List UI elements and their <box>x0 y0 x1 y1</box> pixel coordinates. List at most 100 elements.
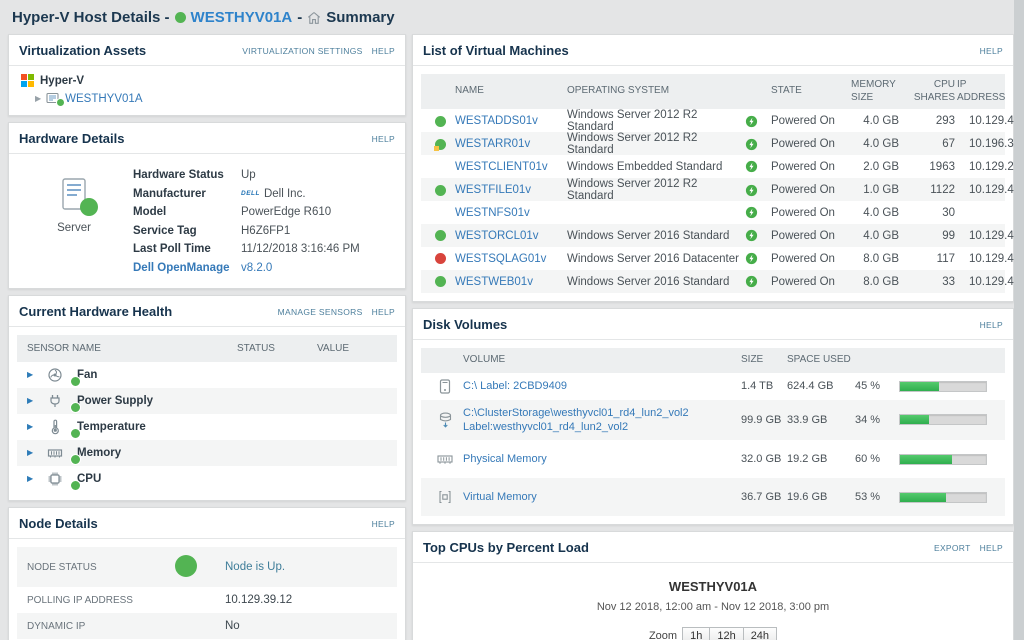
volume-label-line[interactable]: Label:westhyvcl01_rd4_lun2_vol2 <box>463 420 629 433</box>
table-row: Virtual Memory 36.7 GB 19.6 GB 53 % <box>421 478 1005 517</box>
status-up-dot <box>70 454 81 466</box>
help-link[interactable]: HELP <box>371 133 395 144</box>
openmanage-version-link[interactable]: v8.2.0 <box>241 261 273 274</box>
vm-name-link[interactable]: WESTSQLAG01v <box>455 252 547 265</box>
expander-icon[interactable]: ▶ <box>27 474 34 484</box>
power-on-icon <box>745 184 771 197</box>
vm-cpu-shares: 67 <box>942 138 955 150</box>
vm-name-link[interactable]: WESTWEB01v <box>455 275 533 288</box>
volume-size: 99.9 GB <box>741 413 782 426</box>
tree-node-hyper-v[interactable]: Hyper-V <box>21 74 395 87</box>
zoom-1h-button[interactable]: 1h <box>682 627 711 640</box>
panel-title: Node Details <box>19 516 98 532</box>
zoom-12h-button[interactable]: 12h <box>709 627 744 640</box>
sensor-row-fan[interactable]: ▶ Fan <box>17 362 397 388</box>
vm-state: Powered On <box>771 229 835 242</box>
device-type-label: Server <box>57 222 91 234</box>
vm-name-link[interactable]: WESTARR01v <box>455 138 531 150</box>
top-cpus-panel: Top CPUs by Percent Load EXPORT HELP WES… <box>412 531 1014 640</box>
hardware-field-row: Manufacturer DELL Dell Inc. <box>133 187 306 200</box>
vm-state: Powered On <box>771 138 835 150</box>
vm-memory: 8.0 GB <box>863 275 899 288</box>
sensor-row-power-supply[interactable]: ▶ Power Supply <box>17 388 397 415</box>
volume-used-pct: 60 % <box>855 453 881 466</box>
help-link[interactable]: HELP <box>371 518 395 529</box>
server-icon <box>59 178 98 216</box>
dell-openmanage-link[interactable]: Dell OpenManage <box>133 261 230 274</box>
expander-icon[interactable]: ▶ <box>27 396 34 406</box>
panel-title: Virtualization Assets <box>19 43 147 58</box>
table-row: C:\ Label: 2CBD9409 1.4 TB 624.4 GB 45 % <box>421 373 1005 400</box>
vm-memory: 4.0 GB <box>863 138 899 150</box>
vm-cpu-shares: 117 <box>936 252 955 265</box>
volume-link[interactable]: C:\ClusterStorage\westhyvcl01_rd4_lun2_v… <box>463 406 689 419</box>
node-detail-row: DYNAMIC IP No <box>17 613 397 640</box>
table-row: WESTORCL01v Windows Server 2016 Standard… <box>421 224 1024 247</box>
vm-state: Powered On <box>771 275 835 288</box>
sensor-row-memory[interactable]: ▶ Memory <box>17 440 397 467</box>
vm-ip: 10.129.40.43 <box>969 252 1024 265</box>
hardware-field-row: Model PowerEdge R610 <box>133 206 332 219</box>
power-on-icon <box>745 229 771 242</box>
expander-icon[interactable]: ▶ <box>27 448 34 458</box>
vm-cpu-shares: 30 <box>942 206 955 219</box>
power-supply-icon <box>47 393 81 414</box>
zoom-24h-button[interactable]: 24h <box>742 627 778 640</box>
cpu-icon <box>47 471 81 492</box>
help-link[interactable]: HELP <box>979 319 1003 330</box>
usage-progress-bar <box>899 491 987 503</box>
help-link[interactable]: HELP <box>371 306 395 317</box>
sensor-row-temperature[interactable]: ▶ Temperature <box>17 414 397 440</box>
expander-icon[interactable]: ▶ <box>35 93 42 103</box>
help-link[interactable]: HELP <box>979 45 1003 56</box>
vm-name-link[interactable]: WESTFILE01v <box>455 184 532 196</box>
node-detail-row: NODE STATUS Node is Up. <box>17 547 397 588</box>
panel-title: Disk Volumes <box>423 317 508 332</box>
volume-used: 624.4 GB <box>787 380 834 392</box>
power-on-icon <box>745 115 771 128</box>
polling-ip-link[interactable]: 10.129.39.12 <box>225 594 293 607</box>
title-separator: - <box>297 9 303 26</box>
export-link[interactable]: EXPORT <box>933 542 971 553</box>
vm-memory: 4.0 GB <box>863 115 899 127</box>
scrollbar[interactable] <box>1014 0 1024 640</box>
node-status-icon <box>175 554 197 577</box>
vm-name-link[interactable]: WESTCLIENT01v <box>455 160 548 173</box>
volume-link[interactable]: Physical Memory <box>463 452 547 465</box>
tree-host-link[interactable]: WESTHYV01A <box>65 92 143 105</box>
manage-sensors-link[interactable]: MANAGE SENSORS <box>277 306 363 317</box>
virtualization-settings-link[interactable]: VIRTUALIZATION SETTINGS <box>242 45 363 56</box>
help-link[interactable]: HELP <box>371 45 395 56</box>
volume-link[interactable]: Virtual Memory <box>463 490 537 503</box>
host-name-link[interactable]: WESTHYV01A <box>190 9 293 26</box>
view-name: Summary <box>326 9 395 26</box>
vm-name-link[interactable]: WESTORCL01v <box>455 229 539 242</box>
vm-os: Windows Server 2012 R2 Standard <box>567 178 698 202</box>
microsoft-logo-icon <box>21 74 34 87</box>
vm-memory: 8.0 GB <box>863 252 899 265</box>
table-header: NAME OPERATING SYSTEM STATE MEMORY SIZE … <box>421 74 1005 109</box>
vm-cpu-shares: 99 <box>942 229 955 242</box>
vm-status-icon <box>435 161 446 172</box>
vm-state: Powered On <box>771 115 835 127</box>
zoom-label: Zoom <box>648 630 678 640</box>
expander-icon[interactable]: ▶ <box>27 370 34 380</box>
volume-used: 33.9 GB <box>787 413 828 426</box>
table-row: WESTCLIENT01v Windows Embedded Standard … <box>421 155 1024 178</box>
tree-node-host[interactable]: ▶ WESTHYV01A <box>35 92 395 107</box>
volume-size: 36.7 GB <box>741 490 782 503</box>
hardware-details-panel: Hardware Details HELP Server <box>8 122 406 290</box>
expander-icon[interactable]: ▶ <box>27 422 34 432</box>
sensor-row-cpu[interactable]: ▶ CPU <box>17 466 397 492</box>
physical-memory-icon <box>427 453 463 466</box>
table-row: WESTSQLAG01v Windows Server 2016 Datacen… <box>421 247 1024 270</box>
page-title-text: Hyper-V Host Details - <box>12 9 170 26</box>
vm-memory: 1.0 GB <box>863 184 899 196</box>
vm-name-link[interactable]: WESTNFS01v <box>455 206 530 219</box>
vm-name-link[interactable]: WESTADDS01v <box>455 115 538 127</box>
vm-status-icon <box>434 253 446 264</box>
help-link[interactable]: HELP <box>979 542 1003 553</box>
hard-drive-icon <box>427 378 463 394</box>
volume-link[interactable]: C:\ Label: 2CBD9409 <box>463 379 567 392</box>
